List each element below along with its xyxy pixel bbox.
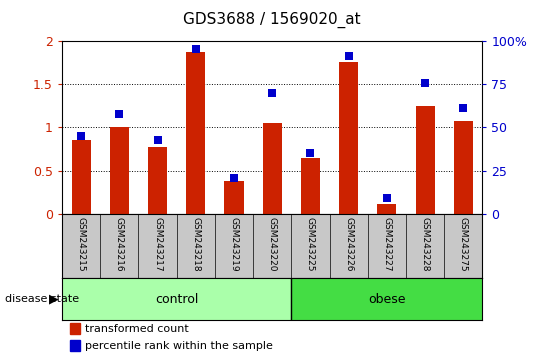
Text: GSM243216: GSM243216	[115, 217, 124, 272]
Text: obese: obese	[368, 293, 406, 306]
Text: GSM243225: GSM243225	[306, 217, 315, 272]
Text: ▶: ▶	[49, 293, 59, 306]
Bar	[339, 62, 358, 214]
Bar	[291, 278, 482, 320]
Text: disease state: disease state	[5, 294, 80, 304]
Point	[306, 151, 315, 156]
Bar	[148, 147, 167, 214]
Bar	[377, 204, 396, 214]
Point	[268, 90, 277, 96]
Text: transformed count: transformed count	[85, 324, 189, 334]
Point	[77, 133, 85, 139]
Text: GDS3688 / 1569020_at: GDS3688 / 1569020_at	[183, 11, 361, 28]
Text: GSM243226: GSM243226	[344, 217, 353, 272]
Bar	[416, 106, 434, 214]
Bar	[110, 127, 129, 214]
Point	[459, 105, 468, 111]
Text: GSM243220: GSM243220	[268, 217, 277, 272]
Text: control: control	[155, 293, 198, 306]
Text: percentile rank within the sample: percentile rank within the sample	[85, 341, 273, 350]
Point	[383, 195, 391, 200]
Text: GSM243217: GSM243217	[153, 217, 162, 272]
Point	[344, 53, 353, 59]
Bar	[72, 141, 91, 214]
Bar	[70, 339, 80, 351]
Point	[191, 46, 200, 52]
Text: GSM243275: GSM243275	[459, 217, 468, 272]
Point	[230, 175, 238, 181]
Text: GSM243218: GSM243218	[191, 217, 201, 272]
Bar	[186, 52, 205, 214]
Text: GSM243228: GSM243228	[420, 217, 430, 272]
Text: GSM243227: GSM243227	[382, 217, 391, 272]
Point	[115, 111, 123, 116]
Bar	[224, 181, 244, 214]
Point	[153, 137, 162, 142]
Bar	[454, 120, 473, 214]
Bar	[70, 323, 80, 335]
Text: GSM243215: GSM243215	[77, 217, 86, 272]
Bar	[301, 158, 320, 214]
Bar	[262, 123, 282, 214]
Text: GSM243219: GSM243219	[230, 217, 238, 272]
Bar	[62, 278, 291, 320]
Point	[421, 80, 430, 86]
